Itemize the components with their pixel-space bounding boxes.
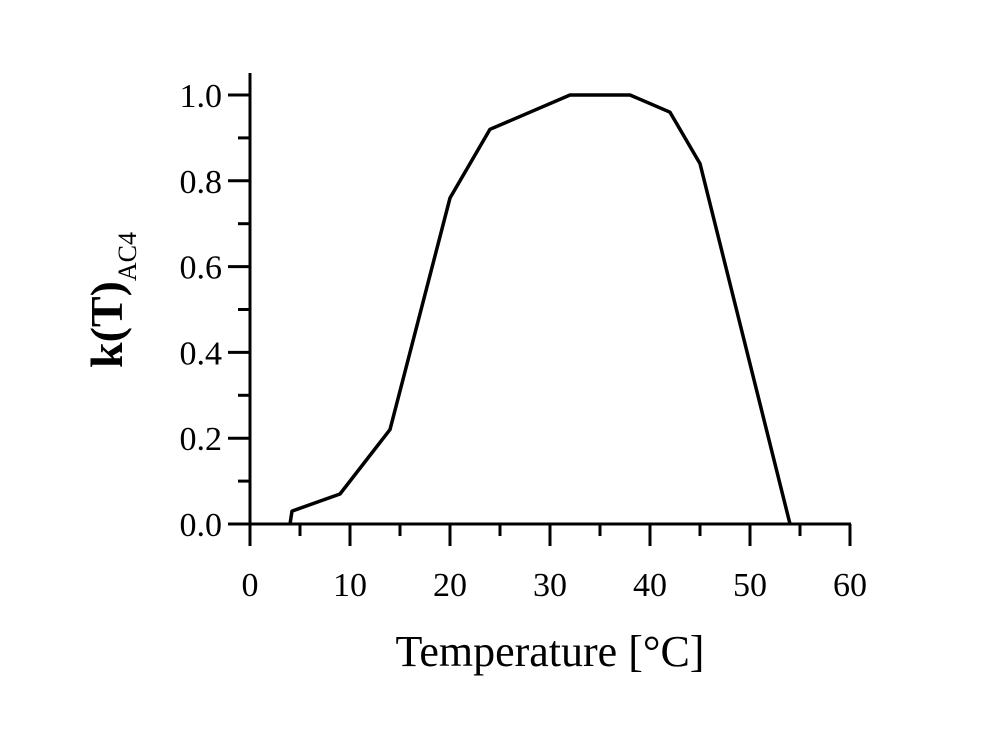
y-tick-label: 0.2: [180, 421, 223, 458]
x-tick-label: 30: [533, 567, 567, 604]
ticks: [228, 93, 852, 546]
x-tick-label: 10: [333, 567, 367, 604]
x-tick-label: 20: [433, 567, 467, 604]
y-axis-label-subscript: AC4: [113, 232, 142, 281]
y-tick-label: 1.0: [180, 78, 223, 115]
series-line: [288, 93, 792, 525]
y-axis-label-group: k(T)AC4: [81, 232, 142, 368]
series-group: [288, 93, 792, 525]
x-axis-label: Temperature [°C]: [396, 627, 705, 676]
x-tick-label: 50: [733, 567, 767, 604]
x-tick-label: 60: [833, 567, 867, 604]
x-tick-label: 40: [633, 567, 667, 604]
x-tick-label: 0: [242, 567, 259, 604]
tick-labels: 0 10 20 30 40 50 60 0.0 0.2 0.4 0.6 0.8 1.0: [180, 78, 868, 604]
axes: [248, 73, 851, 526]
y-tick-label: 0.0: [180, 507, 223, 544]
y-tick-label: 0.4: [180, 335, 223, 372]
y-tick-label: 0.6: [180, 250, 223, 287]
svg-text:k(T)AC4: k(T)AC4: [81, 232, 142, 368]
y-axis-label: k(T): [81, 281, 132, 368]
y-tick-label: 0.8: [180, 164, 223, 201]
